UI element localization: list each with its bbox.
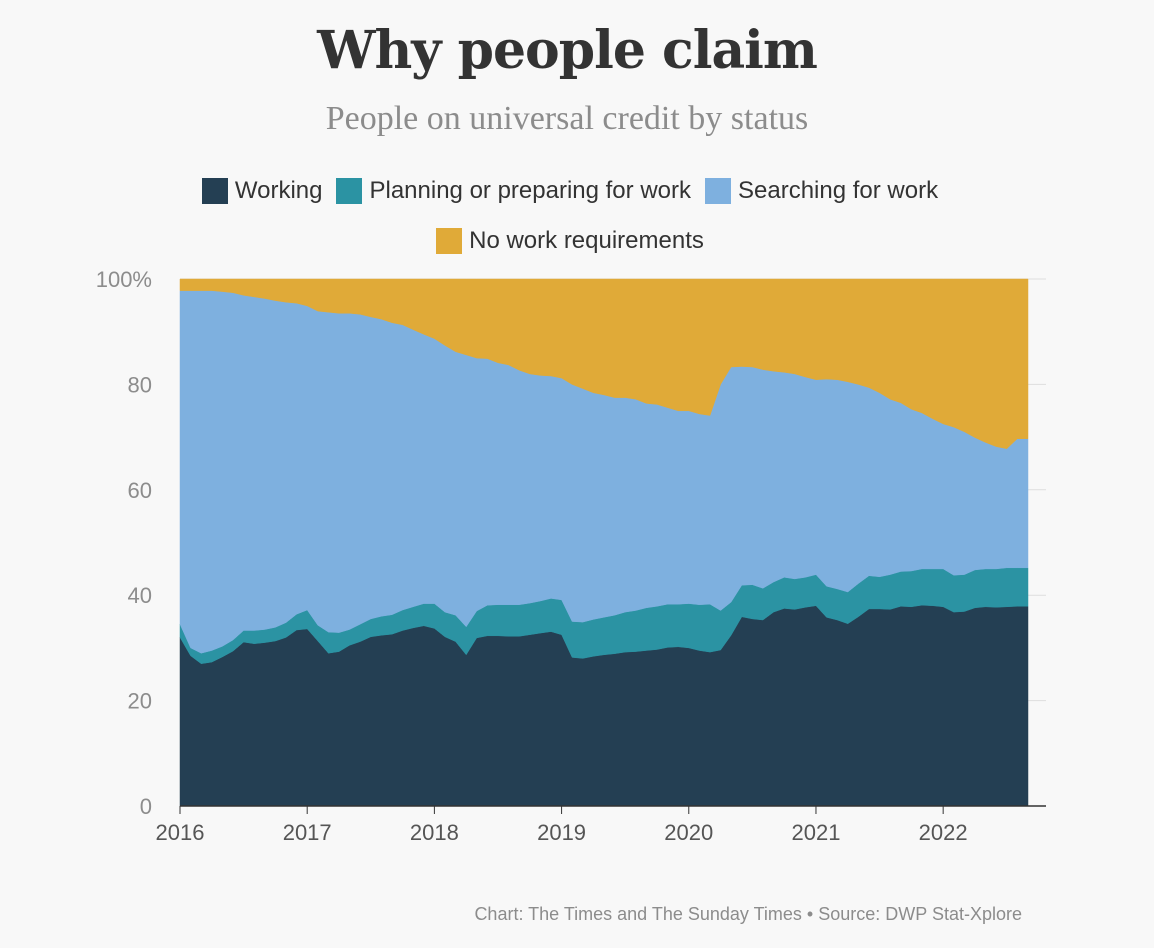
y-tick-label: 100% [96,267,152,292]
chart-subtitle: People on universal credit by status [325,100,809,137]
legend-item-planning: Planning or preparing for work [336,177,691,204]
x-tick-label: 2020 [664,820,713,845]
legend-swatch-planning [336,178,363,204]
legend-item-searching: Searching for work [705,177,939,204]
y-tick-label: 40 [128,583,152,608]
x-tick-label: 2021 [791,820,840,845]
y-tick-label: 20 [128,689,152,714]
x-tick-label: 2018 [410,820,459,845]
legend-item-no-work: No work requirements [436,227,704,254]
y-tick-label: 0 [140,794,152,819]
x-tick-label: 2016 [156,820,205,845]
x-tick-label: 2017 [283,820,332,845]
legend-label-working: Working [234,177,323,204]
legend-swatch-working [201,178,228,204]
chart-source: Chart: The Times and The Sunday Times • … [474,904,1022,924]
legend-label-planning: Planning or preparing for work [369,177,691,204]
legend-item-working: Working [201,177,323,204]
legend-swatch-no-work [436,228,463,254]
y-tick-label: 80 [128,372,152,397]
legend-label-searching: Searching for work [738,177,939,204]
x-tick-label: 2019 [537,820,586,845]
chart-title: Why people claim [317,20,818,81]
legend-label-no-work: No work requirements [469,227,704,254]
area-no-work [179,278,1029,449]
y-tick-label: 60 [128,478,152,503]
x-tick-label: 2022 [919,820,968,845]
chart-legend: Working Planning or preparing for work S… [140,177,1000,254]
legend-swatch-searching [705,178,731,204]
